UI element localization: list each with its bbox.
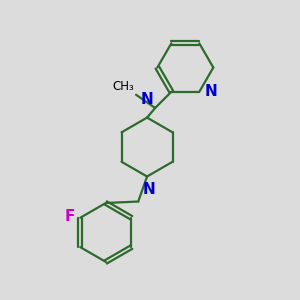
Text: N: N <box>142 182 155 197</box>
Text: F: F <box>65 209 75 224</box>
Text: N: N <box>141 92 154 106</box>
Text: N: N <box>205 84 218 99</box>
Text: CH₃: CH₃ <box>112 80 134 93</box>
